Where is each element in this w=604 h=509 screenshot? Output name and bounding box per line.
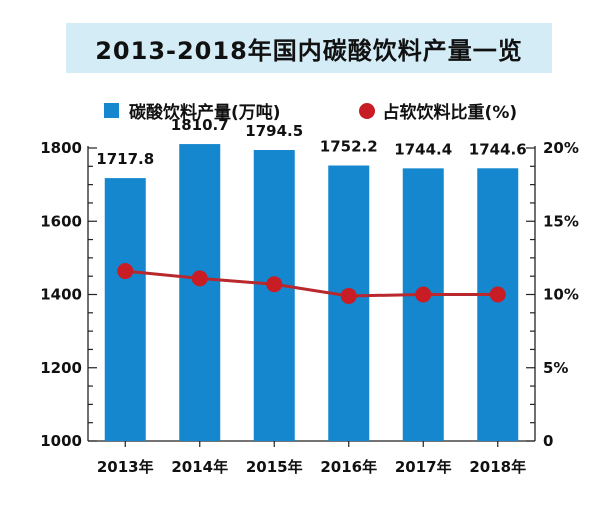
left-tick-label: 1800 xyxy=(40,139,82,157)
legend-item-production: 碳酸饮料产量(万吨) xyxy=(104,98,281,123)
legend-label-share: 占软饮料比重(%) xyxy=(382,103,518,123)
x-category-label: 2015年 xyxy=(246,458,303,476)
x-category-label: 2013年 xyxy=(97,458,154,476)
production-bar xyxy=(477,168,519,441)
legend: 碳酸饮料产量(万吨) 占软饮料比重(%) xyxy=(104,98,517,123)
left-tick-label: 1200 xyxy=(40,359,82,377)
share-line-layer xyxy=(117,263,506,304)
share-point xyxy=(117,263,134,280)
legend-item-share: 占软饮料比重(%) xyxy=(358,98,518,123)
bar-data-label: 1717.8 xyxy=(96,150,154,168)
bar-data-label: 1810.7 xyxy=(171,116,229,134)
share-point xyxy=(489,286,506,303)
x-category-label: 2017年 xyxy=(395,458,452,476)
share-point xyxy=(415,286,432,303)
right-tick-label: 15% xyxy=(543,212,579,230)
left-tick-label: 1000 xyxy=(40,432,82,450)
x-category-label: 2014年 xyxy=(171,458,228,476)
production-bar xyxy=(104,178,146,441)
production-bar xyxy=(253,150,295,441)
share-point xyxy=(340,287,357,304)
bar-data-label: 1744.6 xyxy=(469,140,527,158)
bar-data-label: 1794.5 xyxy=(245,122,303,140)
left-tick-label: 1600 xyxy=(40,212,82,230)
legend-label-production: 碳酸饮料产量(万吨) xyxy=(129,103,281,123)
right-tick-label: 20% xyxy=(543,139,579,157)
production-bar xyxy=(402,168,444,441)
x-category-label: 2016年 xyxy=(320,458,377,476)
share-line xyxy=(125,269,498,298)
legend-bar-swatch xyxy=(104,103,119,118)
chart-title: 2013-2018年国内碳酸饮料产量一览 xyxy=(95,36,523,65)
bars xyxy=(104,144,519,442)
x-category-label: 2018年 xyxy=(469,458,526,476)
right-tick-label: 5% xyxy=(543,359,568,377)
right-tick-label: 0 xyxy=(543,432,553,450)
title-banner: 2013-2018年国内碳酸饮料产量一览 xyxy=(66,23,552,73)
axes: 1000 1200 1400 1600 1800 0 5% 10% 15% 20% xyxy=(40,139,579,450)
share-point xyxy=(266,276,283,293)
right-tick-label: 10% xyxy=(543,286,579,304)
bar-data-label: 1752.2 xyxy=(320,138,378,156)
bar-data-label: 1744.4 xyxy=(394,140,452,158)
left-tick-label: 1400 xyxy=(40,286,82,304)
share-point xyxy=(191,270,208,287)
production-bar xyxy=(179,144,221,442)
legend-dot-swatch xyxy=(358,102,375,119)
labels: 1717.8 2013年 1810.7 2014年 1794.5 2015年 1752.2 2… xyxy=(96,116,526,476)
